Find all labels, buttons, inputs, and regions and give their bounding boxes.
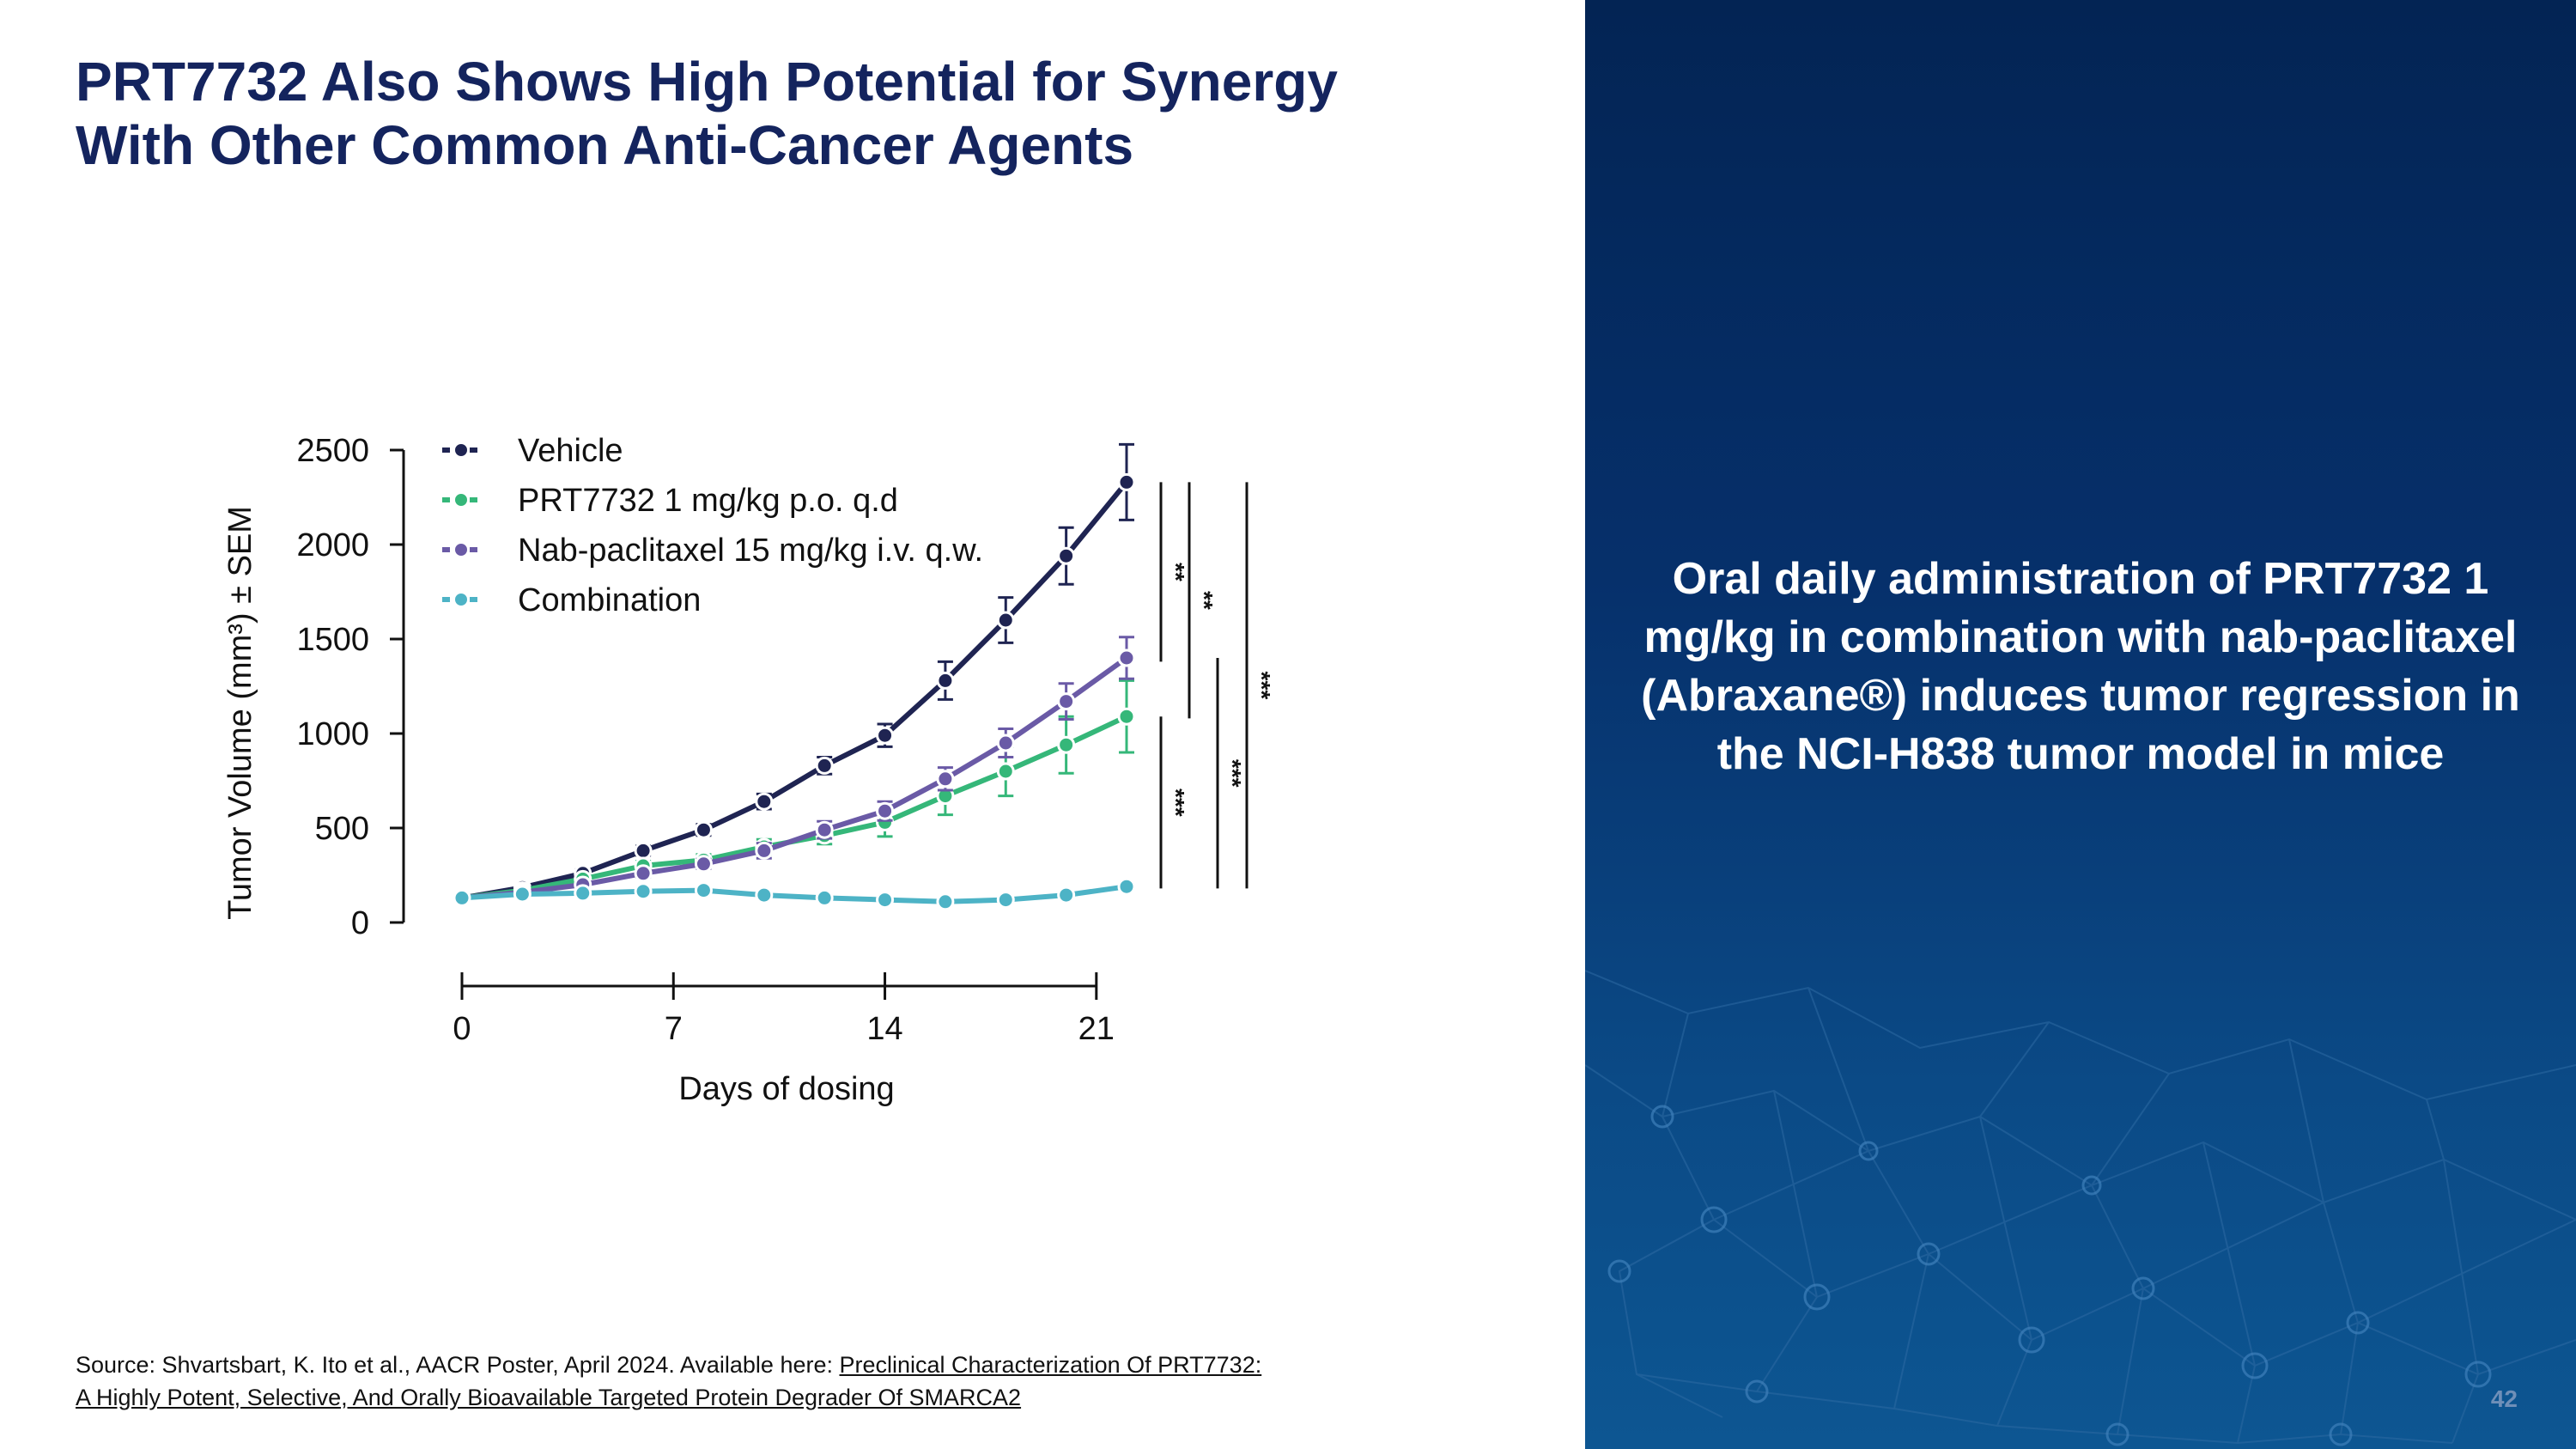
data-point xyxy=(996,762,1015,781)
data-point xyxy=(815,820,834,839)
legend-label: PRT7732 1 mg/kg p.o. q.d xyxy=(518,483,898,519)
data-point xyxy=(876,726,895,745)
significance-label: ** xyxy=(1191,591,1218,610)
y-tick-label: 2000 xyxy=(296,527,369,563)
network-background-graphic xyxy=(1585,970,2576,1446)
legend-label: Vehicle xyxy=(518,433,623,469)
y-tick-label: 1000 xyxy=(296,716,369,752)
data-point xyxy=(694,881,713,900)
series-line xyxy=(461,655,1128,901)
data-point xyxy=(1117,707,1136,726)
legend-swatch-marker xyxy=(453,442,469,458)
data-point xyxy=(574,884,592,903)
tumor-volume-chart: 0 500 1000 1500 2000 2500 0 7 14 21 Days of dosing… xyxy=(222,433,1275,1107)
data-point xyxy=(936,671,955,690)
slide-title-line-1: PRT7732 Also Shows High Potential for Sy… xyxy=(76,51,1338,113)
data-point xyxy=(513,885,532,904)
data-point xyxy=(694,820,713,839)
data-point xyxy=(755,841,774,860)
x-tick-label: 21 xyxy=(1078,1011,1115,1047)
source-prefix: Source: Shvartsbart, K. Ito et al., AACR… xyxy=(76,1352,840,1378)
source-link-line-1[interactable]: Preclinical Characterization Of PRT7732: xyxy=(839,1352,1262,1378)
data-point xyxy=(1057,886,1076,904)
data-point xyxy=(634,864,653,883)
y-tick-label: 2500 xyxy=(296,433,369,469)
side-panel: Oral daily administration of PRT7732 1 m… xyxy=(1585,0,2576,1449)
y-tick-label: 1500 xyxy=(296,622,369,658)
legend-label: Combination xyxy=(518,582,701,618)
data-point xyxy=(996,891,1015,910)
x-tick-label: 14 xyxy=(866,1011,902,1047)
data-point xyxy=(1057,546,1076,565)
source-citation: Source: Shvartsbart, K. Ito et al., AACR… xyxy=(76,1349,1535,1414)
y-tick-label: 500 xyxy=(315,811,369,847)
data-point xyxy=(1117,472,1136,491)
legend-swatch-marker xyxy=(453,542,469,557)
significance-label: *** xyxy=(1249,672,1275,700)
data-point xyxy=(876,801,895,820)
data-point xyxy=(996,734,1015,752)
data-point xyxy=(936,770,955,788)
x-axis-title: Days of dosing xyxy=(678,1071,894,1107)
data-point xyxy=(1057,735,1076,754)
data-point xyxy=(634,882,653,901)
series-line xyxy=(461,884,1127,904)
data-point xyxy=(815,756,834,775)
significance-label: *** xyxy=(1219,759,1246,788)
data-point xyxy=(1117,648,1136,667)
page-number: 42 xyxy=(2490,1385,2518,1412)
legend-swatch-marker xyxy=(453,592,469,607)
data-point xyxy=(936,892,955,911)
legend-swatch-marker xyxy=(453,492,469,508)
significance-label: *** xyxy=(1163,788,1189,817)
data-point xyxy=(815,888,834,907)
data-point xyxy=(1057,692,1076,711)
data-point xyxy=(755,792,774,811)
data-point xyxy=(1117,877,1136,896)
y-axis-title: Tumor Volume (mm³) ± SEM xyxy=(222,506,258,920)
data-point xyxy=(453,888,471,907)
series-line xyxy=(461,480,1129,901)
x-tick-label: 0 xyxy=(453,1011,471,1047)
data-point xyxy=(755,886,774,904)
slide-title-line-2: With Other Common Anti-Cancer Agents xyxy=(76,114,1134,176)
slide-title: PRT7732 Also Shows High Potential for Sy… xyxy=(76,50,1535,177)
x-tick-label: 7 xyxy=(665,1011,683,1047)
data-point xyxy=(996,611,1015,630)
source-link-line-2[interactable]: A Highly Potent, Selective, And Orally B… xyxy=(76,1385,1022,1410)
panel-callout-text: Oral daily administration of PRT7732 1 m… xyxy=(1641,554,2520,779)
data-point xyxy=(876,891,895,910)
series-line xyxy=(461,714,1128,901)
y-tick-label: 0 xyxy=(351,905,369,941)
significance-label: ** xyxy=(1163,563,1189,581)
data-point xyxy=(634,841,653,860)
data-point xyxy=(694,855,713,874)
legend-label: Nab-paclitaxel 15 mg/kg i.v. q.w. xyxy=(518,533,983,569)
